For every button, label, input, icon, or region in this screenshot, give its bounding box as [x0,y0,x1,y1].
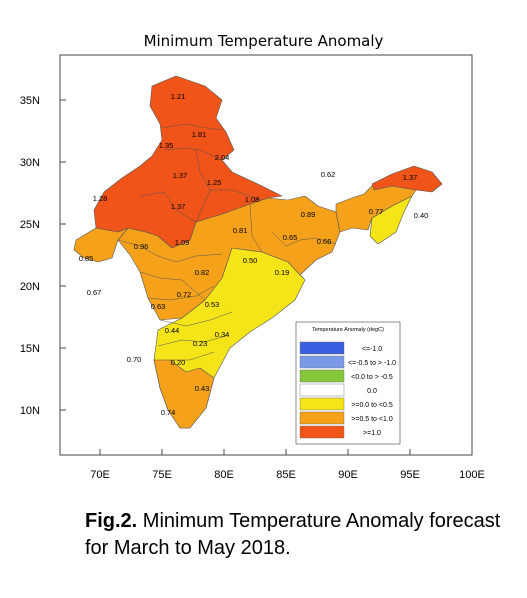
x-tick-label: 95E [400,469,420,481]
anomaly-value: 0.77 [369,207,384,216]
x-tick-label: 90E [338,469,358,481]
legend-swatch [299,355,345,369]
anomaly-value: 0.62 [321,170,336,179]
y-tick-label: 25N [20,219,40,231]
caption-label: Fig.2. [85,510,138,532]
anomaly-value: 2.04 [215,153,230,162]
anomaly-value: 0.40 [414,211,429,220]
y-tick-label: 30N [20,157,40,169]
anomaly-value: 0.85 [79,254,94,263]
anomaly-value: 1.37 [403,173,418,182]
anomaly-value: 1.28 [93,194,108,203]
map-frame [59,54,473,456]
map-figure: 70E 75E 80E 85E 90E 95E 100E 35N 30N 25N… [20,54,485,481]
anomaly-value: 0.23 [193,339,208,348]
anomaly-value: 0.70 [127,355,142,364]
x-tick-label: 85E [276,469,296,481]
y-tick-label: 20N [20,281,40,293]
anomaly-value: 0.53 [205,300,220,309]
anomaly-value: 0.72 [177,290,192,299]
legend-swatch [299,411,345,425]
region-red-arunachal [371,165,443,193]
legend-label: 0.0 [367,388,377,395]
legend-label: <=-0.5 to > -1.0 [348,360,396,367]
anomaly-value: 1.81 [192,130,207,139]
legend-box [295,321,401,445]
anomaly-value: 0.63 [151,302,166,311]
y-tick-label: 10N [20,405,40,417]
figure-caption: Fig.2. Minimum Temperature Anomaly forec… [85,508,505,562]
region-orange-south-coast [153,359,215,429]
legend-swatch [299,425,345,439]
legend: Temperature Anomaly (degC) <=-1.0 <=-0.5… [295,321,401,445]
legend-label: >=0.0 to <0.5 [351,402,393,409]
legend-swatch [299,369,345,383]
legend-label: <0.0 to > -0.5 [351,374,393,381]
legend-swatch [299,397,345,411]
map-title: Minimum Temperature Anomaly [143,32,384,50]
axis-ticks [60,99,473,455]
x-tick-label: 70E [90,469,110,481]
anomaly-value: 0.44 [165,326,180,335]
anomaly-value: 0.74 [161,408,176,417]
anomaly-value: 1.37 [173,171,188,180]
x-tick-label: 75E [152,469,172,481]
anomaly-value: 0.96 [134,242,149,251]
legend-swatch [299,383,345,397]
anomaly-value: 1.08 [245,195,260,204]
region-orange-northeast [335,183,417,233]
anomaly-value: 0.89 [301,210,316,219]
value-labels: 1.21 1.81 1.35 2.04 1.37 1.25 1.28 1.37 … [79,92,429,417]
anomaly-value: 0.34 [215,330,230,339]
anomaly-value: 1.09 [175,238,190,247]
x-tick-label: 80E [214,469,234,481]
y-tick-label: 35N [20,95,40,107]
anomaly-value: 0.66 [317,237,332,246]
anomaly-value: 1.35 [159,141,174,150]
legend-label: >=1.0 [363,430,381,437]
anomaly-value: 0.67 [87,288,102,297]
anomaly-value: 0.43 [195,384,210,393]
state-boundaries [117,123,337,361]
anomaly-value: 0.65 [283,233,298,242]
anomaly-value: 0.19 [275,268,290,277]
legend-label: >=0.5 to <1.0 [351,416,393,423]
anomaly-value: 0.20 [171,358,186,367]
legend-label: <=-1.0 [362,346,382,353]
anomaly-value: 0.82 [195,268,210,277]
anomaly-value: 1.21 [171,92,186,101]
anomaly-value: 0.81 [233,226,248,235]
anomaly-value: 0.50 [243,256,258,265]
legend-swatch [299,341,345,355]
y-tick-label: 15N [20,343,40,355]
region-red-north [93,75,283,249]
x-tick-label: 100E [459,469,485,481]
caption-text: Minimum Temperature Anomaly forecast for… [85,510,501,559]
legend-title: Temperature Anomaly (degC) [312,327,384,333]
anomaly-value: 1.37 [171,202,186,211]
anomaly-value: 1.25 [207,178,222,187]
